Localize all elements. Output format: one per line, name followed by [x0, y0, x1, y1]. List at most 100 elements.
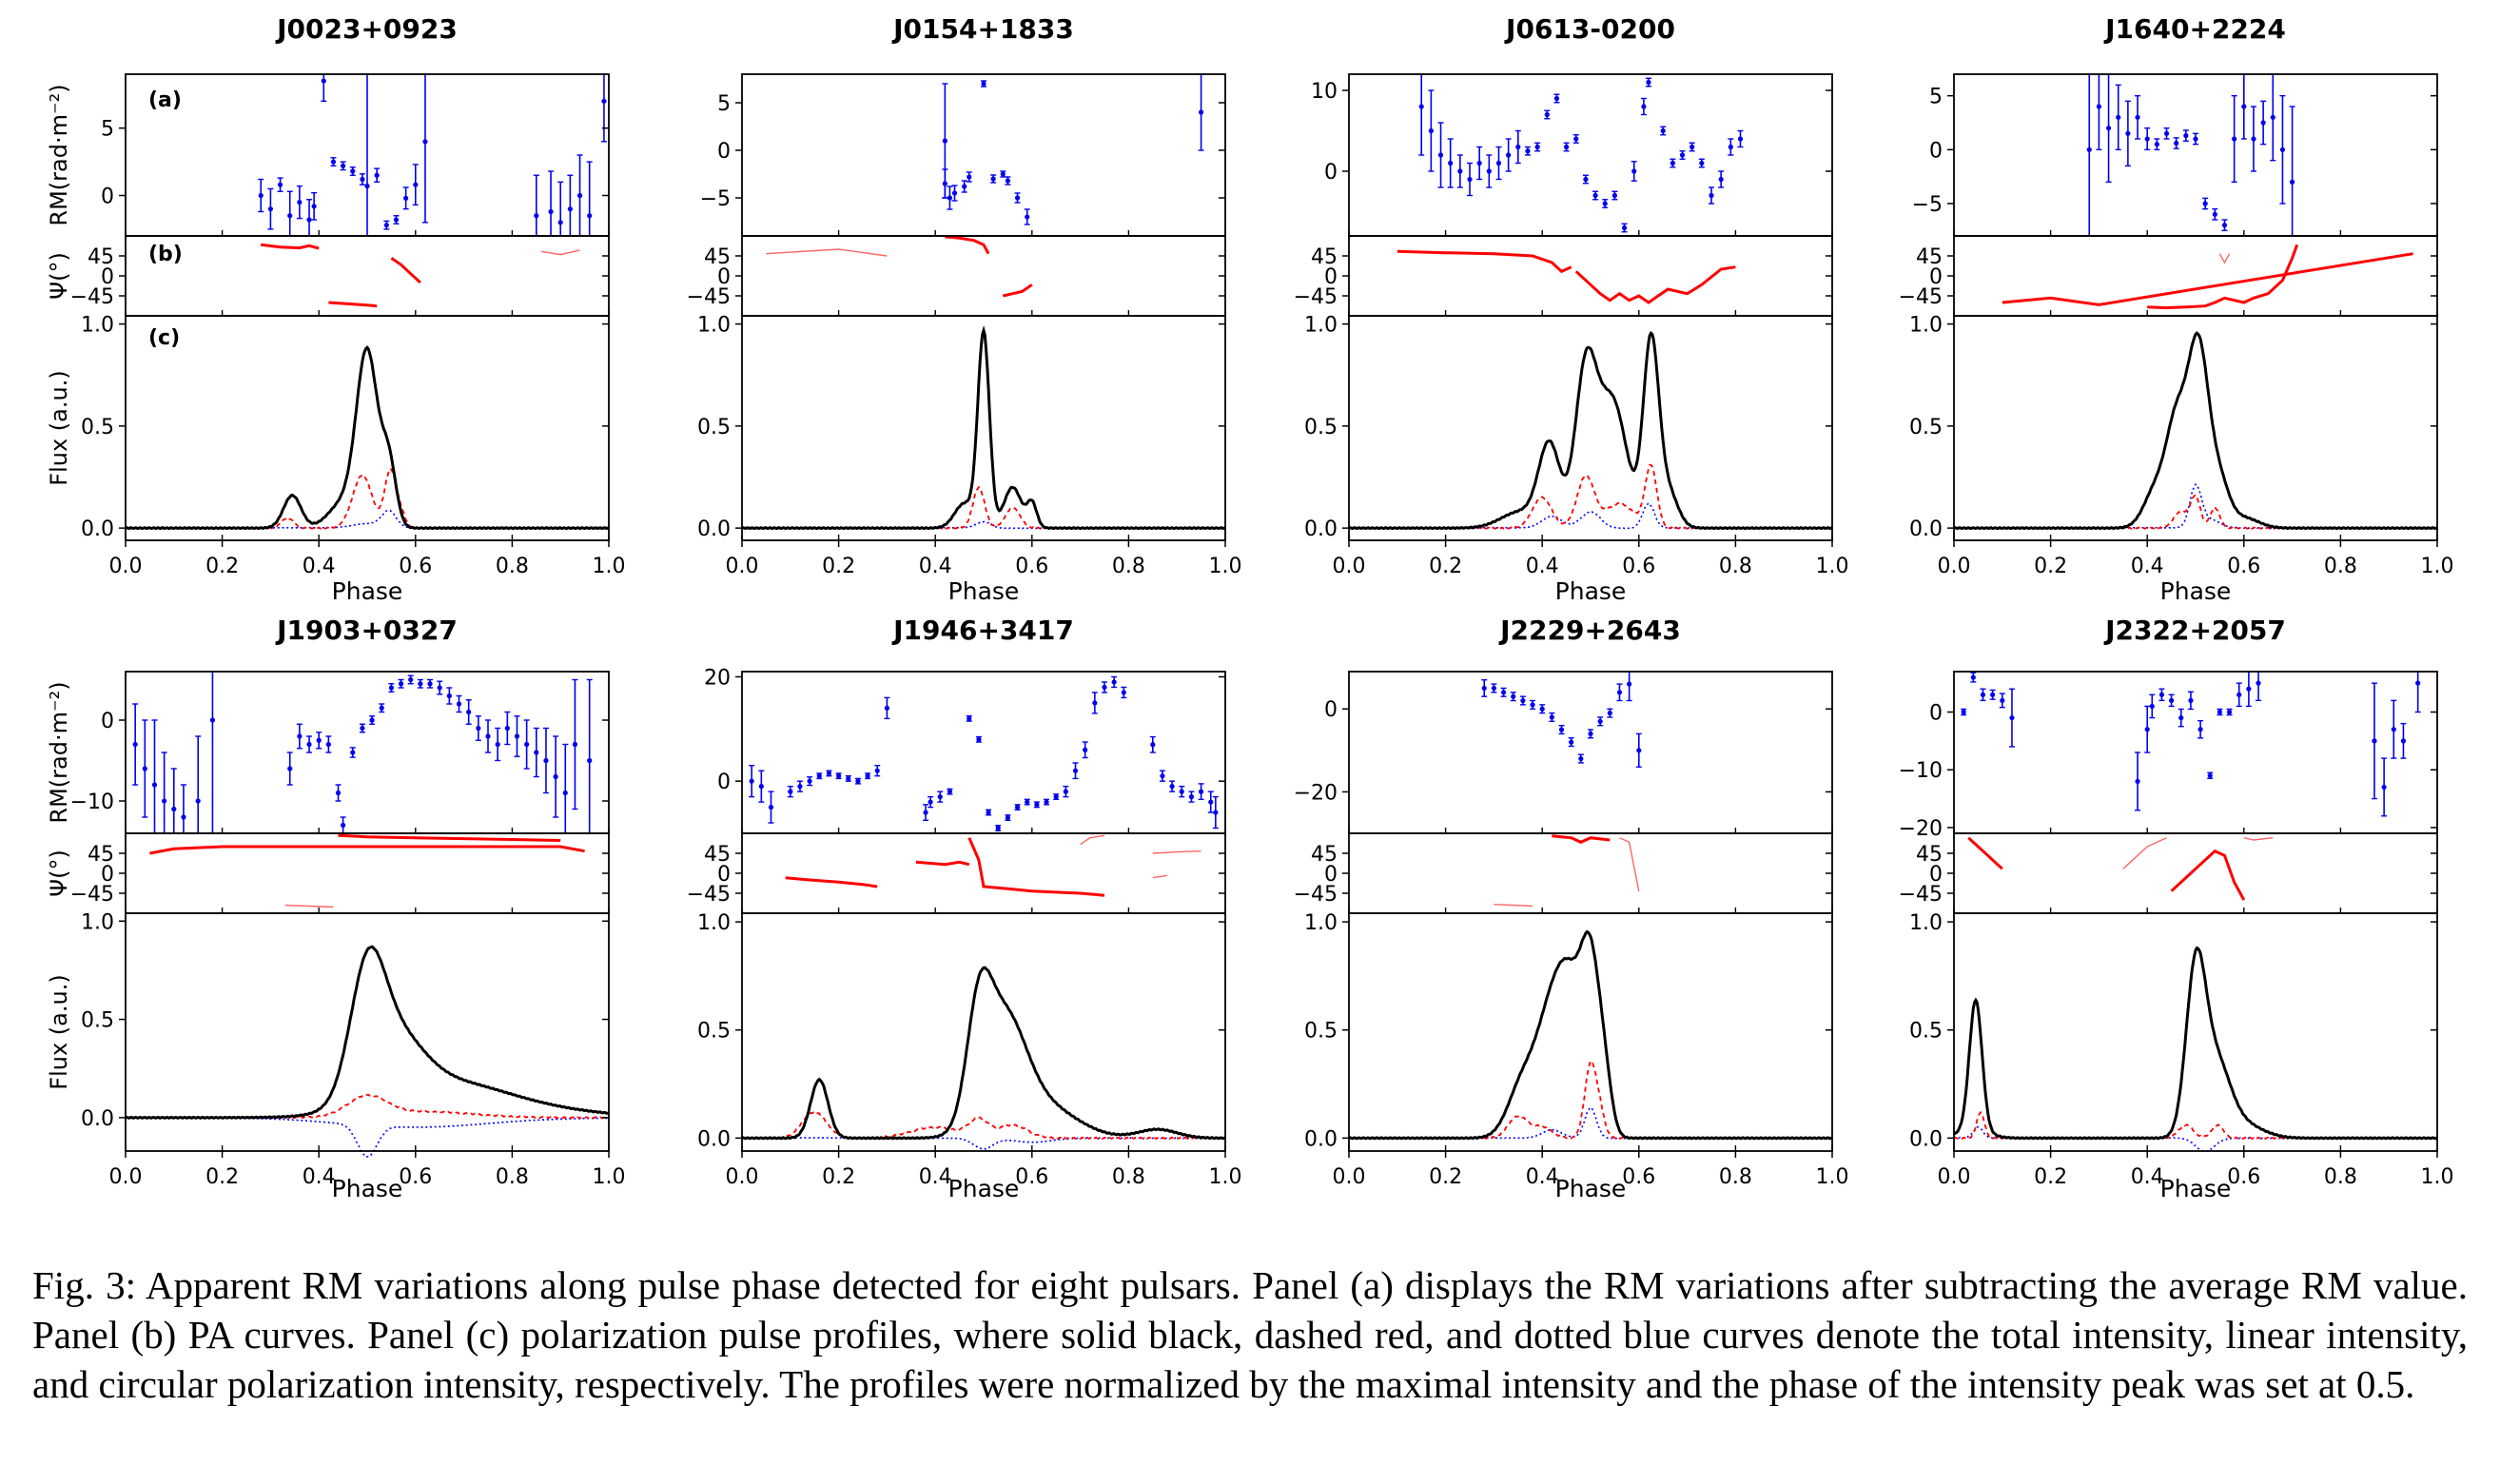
- pa-ytick-label: 45: [88, 843, 114, 867]
- xtick-label: 0.0: [726, 1165, 759, 1189]
- panel-label-c: (c): [148, 326, 180, 350]
- rm-point: [1500, 690, 1507, 695]
- rm-point: [1699, 160, 1705, 166]
- xtick-label: 0.8: [1719, 555, 1752, 578]
- rm-point: [1437, 152, 1444, 158]
- rm-point: [768, 804, 774, 810]
- rm-point: [2105, 126, 2112, 131]
- circular-curve: [125, 509, 610, 530]
- pa-ytick-label: 45: [704, 245, 731, 269]
- rm-point: [171, 806, 177, 812]
- rm-ytick-label: −5: [1912, 193, 1943, 217]
- xtick-label: 1.0: [593, 555, 626, 578]
- rm-point: [2290, 179, 2295, 185]
- chart-title: J0023+0923: [275, 13, 458, 45]
- flux-axis-label: Flux (a.u.): [46, 370, 72, 485]
- rm-panel: 0 −20: [1294, 671, 1833, 834]
- rm-point: [209, 717, 216, 723]
- rm-point: [388, 685, 394, 691]
- rm-point: [1169, 784, 1175, 790]
- xtick-label: 0.8: [496, 1165, 529, 1189]
- circular-curve: [741, 520, 1226, 530]
- rm-point: [1083, 747, 1088, 752]
- pa-panel: 450−45: [1294, 832, 1833, 914]
- rm-points: [942, 74, 1204, 225]
- linear-curve: [1348, 1060, 1833, 1141]
- rm-point: [466, 709, 472, 715]
- profile-ytick-label: 1.0: [697, 314, 731, 338]
- pa-curve: [766, 248, 888, 257]
- pa-axis-label: Ψ(°): [46, 252, 72, 300]
- rm-frame: [741, 73, 1226, 237]
- pa-curve: [1494, 904, 1533, 908]
- rm-point: [1709, 192, 1714, 199]
- x-axis-label: Phase: [948, 577, 1020, 605]
- pa-curve: [338, 833, 561, 842]
- rm-point: [995, 825, 1001, 831]
- total-intensity-curve: [741, 324, 1226, 531]
- panel-label-a: (a): [148, 88, 182, 112]
- rm-ytick-label: 5: [717, 92, 731, 116]
- rm-point: [418, 681, 423, 687]
- pa-curve: [785, 876, 878, 888]
- total-intensity-curve: [741, 966, 1226, 1141]
- rm-point: [330, 159, 337, 165]
- rm-point: [807, 778, 812, 784]
- pa-ytick-label: −45: [1294, 285, 1338, 309]
- rm-point: [1728, 144, 1733, 150]
- rm-panel: 5 0 −5: [1912, 73, 2438, 237]
- rm-point: [1660, 127, 1666, 134]
- circular-curve: [1953, 483, 2438, 530]
- rm-point: [846, 775, 851, 782]
- xtick-label: 0.6: [399, 1165, 432, 1189]
- pa-frame: [1953, 832, 2438, 914]
- rm-ytick-label: 0: [101, 186, 114, 209]
- xtick-label: 0.2: [1429, 1165, 1462, 1189]
- rm-point: [1005, 178, 1010, 184]
- xtick-label: 0.0: [1333, 1165, 1366, 1189]
- rm-point: [543, 757, 549, 764]
- xtick-label: 0.4: [919, 1165, 952, 1189]
- rm-point: [1530, 702, 1535, 708]
- rm-point: [393, 217, 400, 223]
- rm-point: [967, 715, 972, 721]
- pa-ytick-label: 0: [717, 265, 731, 289]
- rm-point: [504, 725, 510, 732]
- rm-point: [427, 681, 433, 687]
- pa-curve: [1152, 874, 1168, 879]
- total-intensity-curve: [125, 345, 610, 531]
- pa-ytick-label: −45: [70, 285, 114, 309]
- rm-panel: 0 −10: [70, 671, 610, 834]
- xtick-label: 0.2: [2034, 555, 2067, 578]
- xtick-label: 0.0: [1938, 1165, 1971, 1189]
- xtick-label: 0.0: [109, 1165, 143, 1189]
- rm-point: [2144, 727, 2150, 732]
- rm-point: [514, 733, 520, 739]
- rm-point: [534, 750, 539, 755]
- pa-curve: [328, 301, 378, 308]
- pa-ytick-label: 0: [1324, 265, 1338, 289]
- rm-point: [325, 741, 331, 748]
- pa-curve: [2122, 837, 2167, 869]
- rm-point: [267, 206, 273, 212]
- xtick-label: 0.8: [1719, 1165, 1752, 1189]
- profile-panel: 0.0 0.5 1.0: [1304, 314, 1833, 541]
- rm-point: [2260, 120, 2266, 126]
- pa-panel: 450−45: [70, 832, 610, 914]
- rm-point: [1208, 799, 1214, 805]
- pa-panel: 450−45: [1294, 235, 1833, 317]
- profile-ytick-label: 0.5: [1304, 1020, 1338, 1044]
- rm-point: [379, 705, 384, 711]
- pa-ytick-label: 45: [1916, 843, 1943, 867]
- rm-point: [1481, 685, 1487, 692]
- rm-point: [1072, 768, 1079, 773]
- rm-point: [2221, 223, 2228, 228]
- rm-point: [311, 204, 317, 209]
- chart-title: J0613-0200: [1504, 13, 1675, 45]
- rm-point: [601, 98, 607, 104]
- rm-point: [2202, 201, 2208, 206]
- rm-point: [524, 741, 530, 748]
- rm-point: [335, 790, 342, 796]
